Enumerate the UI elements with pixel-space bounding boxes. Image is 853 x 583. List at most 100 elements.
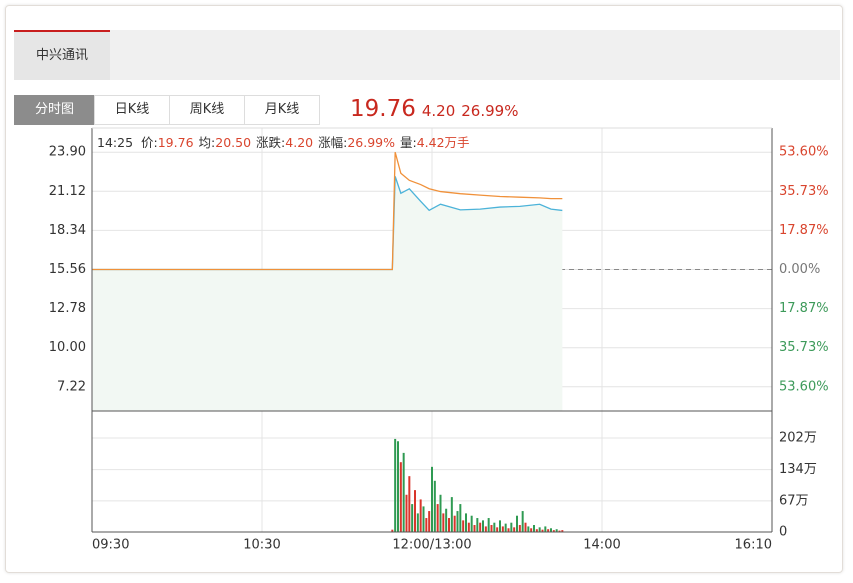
volume-bar xyxy=(501,526,504,532)
volume-bar xyxy=(399,462,402,532)
volume-bar xyxy=(462,520,465,532)
stock-tab[interactable]: 中兴通讯 xyxy=(14,30,110,80)
quote: 19.76 4.20 26.99% xyxy=(350,96,518,122)
volume-bar xyxy=(470,515,473,532)
y2-tick-label: 0.00% xyxy=(779,262,820,277)
y-tick-label: 0 xyxy=(779,525,787,540)
volume-bar xyxy=(544,526,547,532)
y2-tick-label: 17.87% xyxy=(779,223,829,238)
view-tab[interactable]: 日K线 xyxy=(94,95,170,125)
volume-bar xyxy=(561,530,564,532)
volume-bar xyxy=(467,522,470,532)
y-tick-label: 23.90 xyxy=(49,145,86,160)
stock-tab-bar: 中兴通讯 xyxy=(14,30,840,80)
volume-bar xyxy=(411,504,414,532)
info-value: 26.99% xyxy=(347,135,395,150)
info-bar: 14:25 价:19.76 均:20.50 涨跌:4.20 涨幅:26.99% 量:4.… xyxy=(97,132,475,151)
y-tick-label: 12.78 xyxy=(49,301,86,316)
price-line xyxy=(92,176,563,271)
y-tick-label: 18.34 xyxy=(49,223,86,238)
view-tab[interactable]: 月K线 xyxy=(244,95,320,125)
volume-bar xyxy=(484,526,487,532)
volume-bar xyxy=(397,441,399,532)
volume-bar xyxy=(535,529,538,532)
quote-price: 19.76 xyxy=(350,96,416,122)
volume-bar xyxy=(442,513,445,532)
volume-bar xyxy=(527,526,530,532)
volume-bar xyxy=(482,520,484,532)
volume-bar xyxy=(436,504,439,532)
info-value: 19.76 xyxy=(157,135,194,150)
volume-bar xyxy=(419,499,422,532)
volume-bar xyxy=(448,518,450,532)
volume-bar xyxy=(499,520,501,532)
volume-bar xyxy=(453,515,456,532)
frame xyxy=(5,5,843,573)
x-tick-label: 12:00/13:00 xyxy=(392,538,471,553)
volume-bar xyxy=(524,522,527,532)
info-label: 涨跌: xyxy=(256,135,286,150)
info-label: 价: xyxy=(141,135,158,150)
volume-bar xyxy=(433,480,436,532)
volume-bar xyxy=(513,527,516,532)
volume-bar xyxy=(555,529,558,532)
price-line xyxy=(92,152,563,271)
volume-bar xyxy=(507,528,510,532)
y2-tick-label: 17.87% xyxy=(779,301,829,316)
info-value: 4.42万手 xyxy=(416,135,470,150)
volume-bar xyxy=(402,452,405,532)
y2-tick-label: 53.60% xyxy=(779,145,829,160)
y2-tick-label: 35.73% xyxy=(779,340,829,355)
y-tick-label: 21.12 xyxy=(49,184,86,199)
volume-bar xyxy=(530,528,533,532)
volume-bar xyxy=(538,527,541,532)
y-tick-label: 7.22 xyxy=(57,379,86,394)
volume-bar xyxy=(521,511,524,532)
view-tab[interactable]: 分时图 xyxy=(14,95,95,125)
volume-bar xyxy=(414,490,416,532)
volume-bar xyxy=(518,525,521,532)
volume-bar xyxy=(465,513,467,532)
volume-bar xyxy=(456,511,459,532)
volume-bar xyxy=(510,522,513,532)
y-tick-label: 10.00 xyxy=(49,340,86,355)
volume-bar xyxy=(405,494,408,532)
info-value: 20.50 xyxy=(215,135,252,150)
x-tick-label: 09:30 xyxy=(92,538,129,553)
volume-bar xyxy=(439,494,442,532)
y-tick-label: 67万 xyxy=(779,493,809,508)
info-label: 量: xyxy=(400,135,417,150)
volume-bar xyxy=(459,504,462,532)
volume-bar xyxy=(422,506,425,532)
info-label: 均: xyxy=(198,135,216,150)
volume-bar xyxy=(558,530,561,532)
x-tick-label: 16:10 xyxy=(735,538,772,553)
volume-bar xyxy=(547,529,550,532)
volume-bar xyxy=(473,525,476,532)
y2-tick-label: 35.73% xyxy=(779,184,829,199)
y2-tick-label: 53.60% xyxy=(779,379,829,394)
volume-bar xyxy=(493,522,496,532)
info-value: 4.20 xyxy=(285,135,314,150)
volume-bar xyxy=(394,438,397,532)
volume-bar xyxy=(450,497,453,532)
x-tick-label: 14:00 xyxy=(583,538,620,553)
volume-bar xyxy=(416,513,419,532)
volume-bar xyxy=(496,527,499,532)
volume-bar xyxy=(516,515,518,532)
volume-bar xyxy=(504,523,507,532)
volume-bar xyxy=(479,522,482,532)
y-tick-label: 202万 xyxy=(779,430,817,445)
quote-change-pct: 26.99% xyxy=(461,102,519,120)
y-tick-label: 134万 xyxy=(779,462,817,477)
volume-bar xyxy=(431,466,433,532)
volume-bar xyxy=(445,508,448,532)
volume-bar xyxy=(541,529,544,532)
volume-bar xyxy=(490,525,493,532)
view-tab[interactable]: 周K线 xyxy=(169,95,245,125)
y-tick-label: 15.56 xyxy=(49,262,86,277)
volume-bar xyxy=(487,518,490,532)
quote-change: 4.20 xyxy=(421,102,456,120)
